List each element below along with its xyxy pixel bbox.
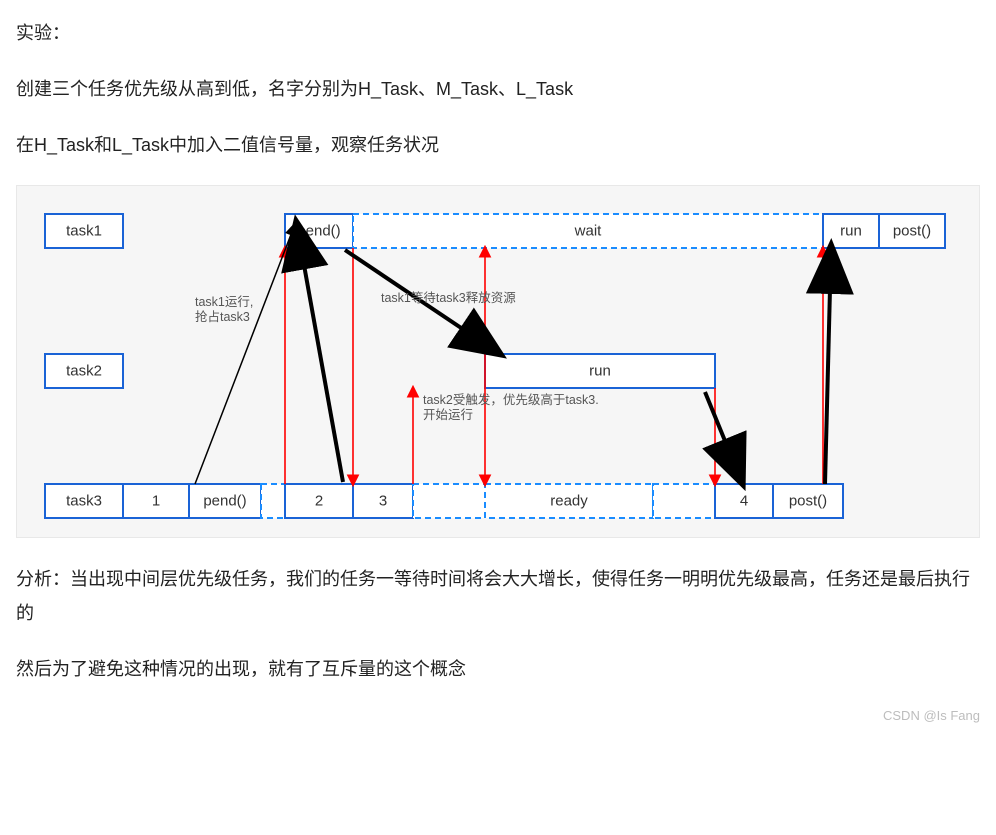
task3-c3: 3 — [353, 484, 413, 518]
svg-text:run: run — [840, 222, 862, 239]
svg-text:post(): post() — [893, 222, 931, 239]
svg-text:wait: wait — [574, 222, 603, 239]
task1-label: task1 — [45, 214, 123, 248]
task2-label: task2 — [45, 354, 123, 388]
task3-post: post() — [773, 484, 843, 518]
task2-run: run — [485, 354, 715, 388]
csdn-credit: CSDN @Is Fang — [16, 708, 980, 723]
priority-inversion-diagram: task1 pend() wait run post() task2 run task3 1 pe… — [16, 185, 980, 538]
task3-dash3 — [653, 484, 715, 518]
svg-text:1: 1 — [152, 492, 160, 509]
task3-c4: 4 — [715, 484, 773, 518]
task1-wait: wait — [353, 214, 823, 248]
task1-post: post() — [879, 214, 945, 248]
black-arrow-a4 — [705, 392, 741, 480]
svg-text:pend(): pend() — [203, 492, 246, 509]
task1-run: run — [823, 214, 879, 248]
svg-text:run: run — [589, 362, 611, 379]
black-arrow-a2 — [297, 226, 343, 482]
task3-pend: pend() — [189, 484, 261, 518]
para-create-tasks: 创建三个任务优先级从高到低，名字分别为H_Task、M_Task、L_Task — [16, 72, 980, 106]
task3-c2: 2 — [285, 484, 353, 518]
task3-c1: 1 — [123, 484, 189, 518]
task3-dash1 — [261, 484, 285, 518]
svg-text:pend(): pend() — [297, 222, 340, 239]
black-arrow-a1 — [195, 224, 295, 484]
task3-label: task3 — [45, 484, 123, 518]
task3-dash2 — [413, 484, 485, 518]
para-mutex: 然后为了避免这种情况的出现，就有了互斥量的这个概念 — [16, 652, 980, 686]
anno2: task1等待task3释放资源 — [381, 290, 516, 305]
svg-text:3: 3 — [379, 492, 387, 509]
anno3: task2受触发，优先级高于task3.开始运行 — [423, 392, 599, 422]
para-add-semaphore: 在H_Task和L_Task中加入二值信号量，观察任务状况 — [16, 128, 980, 162]
svg-text:post(): post() — [789, 492, 827, 509]
task3-ready: ready — [485, 484, 653, 518]
svg-text:2: 2 — [315, 492, 323, 509]
svg-text:task2: task2 — [66, 362, 102, 379]
svg-text:4: 4 — [740, 492, 748, 509]
svg-text:task3: task3 — [66, 492, 102, 509]
svg-text:task1: task1 — [66, 222, 102, 239]
para-experiment-title: 实验： — [16, 16, 980, 50]
svg-text:ready: ready — [550, 492, 588, 509]
black-arrow-a5 — [825, 250, 831, 484]
para-analysis: 分析：当出现中间层优先级任务，我们的任务一等待时间将会大大增长，使得任务一明明优… — [16, 562, 980, 630]
task1-pend: pend() — [285, 214, 353, 248]
diagram-svg: task1 pend() wait run post() task2 run task3 1 pe… — [25, 194, 965, 529]
anno1: task1运行,抢占task3 — [195, 295, 253, 324]
